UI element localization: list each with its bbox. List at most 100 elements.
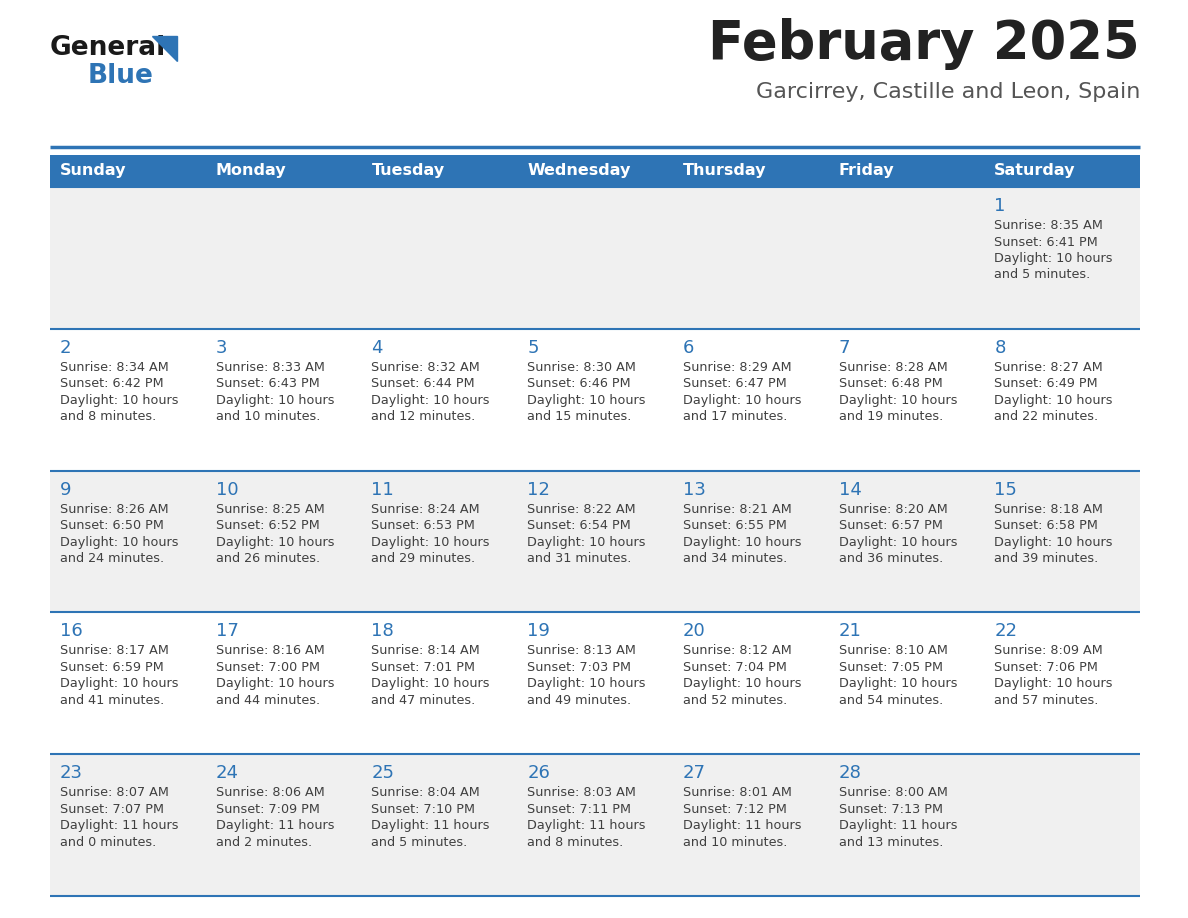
Text: and 24 minutes.: and 24 minutes.: [61, 552, 164, 565]
Text: Sunrise: 8:13 AM: Sunrise: 8:13 AM: [527, 644, 636, 657]
Text: Sunrise: 8:28 AM: Sunrise: 8:28 AM: [839, 361, 947, 374]
Text: Sunrise: 8:07 AM: Sunrise: 8:07 AM: [61, 786, 169, 800]
Text: Daylight: 11 hours: Daylight: 11 hours: [216, 819, 334, 833]
Text: Sunrise: 8:09 AM: Sunrise: 8:09 AM: [994, 644, 1102, 657]
Text: and 2 minutes.: and 2 minutes.: [216, 835, 311, 849]
Text: Sunset: 6:52 PM: Sunset: 6:52 PM: [216, 519, 320, 532]
Text: 24: 24: [216, 764, 239, 782]
Text: Daylight: 10 hours: Daylight: 10 hours: [839, 677, 958, 690]
Text: and 39 minutes.: and 39 minutes.: [994, 552, 1099, 565]
Text: Sunrise: 8:35 AM: Sunrise: 8:35 AM: [994, 219, 1104, 232]
Text: Sunrise: 8:17 AM: Sunrise: 8:17 AM: [61, 644, 169, 657]
Text: and 47 minutes.: and 47 minutes.: [372, 694, 475, 707]
Text: Monday: Monday: [216, 163, 286, 178]
Text: Daylight: 11 hours: Daylight: 11 hours: [372, 819, 489, 833]
Text: and 29 minutes.: and 29 minutes.: [372, 552, 475, 565]
Text: and 19 minutes.: and 19 minutes.: [839, 410, 943, 423]
Text: Sunrise: 8:14 AM: Sunrise: 8:14 AM: [372, 644, 480, 657]
Bar: [517, 155, 672, 187]
Text: 10: 10: [216, 481, 239, 498]
Text: Daylight: 10 hours: Daylight: 10 hours: [994, 535, 1113, 549]
Text: and 12 minutes.: and 12 minutes.: [372, 410, 475, 423]
Text: 14: 14: [839, 481, 861, 498]
Text: Thursday: Thursday: [683, 163, 766, 178]
Text: Sunset: 6:41 PM: Sunset: 6:41 PM: [994, 236, 1098, 249]
Text: Sunset: 6:53 PM: Sunset: 6:53 PM: [372, 519, 475, 532]
Text: Daylight: 11 hours: Daylight: 11 hours: [839, 819, 958, 833]
Text: Daylight: 10 hours: Daylight: 10 hours: [216, 535, 334, 549]
Text: Daylight: 10 hours: Daylight: 10 hours: [61, 677, 178, 690]
Text: Sunset: 6:58 PM: Sunset: 6:58 PM: [994, 519, 1098, 532]
Text: Daylight: 10 hours: Daylight: 10 hours: [839, 535, 958, 549]
Text: Sunrise: 8:04 AM: Sunrise: 8:04 AM: [372, 786, 480, 800]
Text: Sunrise: 8:24 AM: Sunrise: 8:24 AM: [372, 502, 480, 516]
Text: and 0 minutes.: and 0 minutes.: [61, 835, 157, 849]
Text: and 41 minutes.: and 41 minutes.: [61, 694, 164, 707]
Text: Sunset: 7:05 PM: Sunset: 7:05 PM: [839, 661, 942, 674]
Text: and 26 minutes.: and 26 minutes.: [216, 552, 320, 565]
Text: Friday: Friday: [839, 163, 895, 178]
Text: Sunset: 7:00 PM: Sunset: 7:00 PM: [216, 661, 320, 674]
Text: 23: 23: [61, 764, 83, 782]
Text: Sunrise: 8:06 AM: Sunrise: 8:06 AM: [216, 786, 324, 800]
Text: 17: 17: [216, 622, 239, 641]
Text: 8: 8: [994, 339, 1006, 357]
Text: and 44 minutes.: and 44 minutes.: [216, 694, 320, 707]
Text: 3: 3: [216, 339, 227, 357]
Text: 27: 27: [683, 764, 706, 782]
Text: Sunrise: 8:33 AM: Sunrise: 8:33 AM: [216, 361, 324, 374]
Text: Wednesday: Wednesday: [527, 163, 631, 178]
Text: Daylight: 10 hours: Daylight: 10 hours: [683, 677, 802, 690]
Text: Sunset: 6:42 PM: Sunset: 6:42 PM: [61, 377, 164, 390]
Text: and 31 minutes.: and 31 minutes.: [527, 552, 632, 565]
Text: Sunset: 7:01 PM: Sunset: 7:01 PM: [372, 661, 475, 674]
Text: Daylight: 10 hours: Daylight: 10 hours: [216, 677, 334, 690]
Text: Daylight: 10 hours: Daylight: 10 hours: [683, 394, 802, 407]
Text: and 34 minutes.: and 34 minutes.: [683, 552, 788, 565]
Text: and 5 minutes.: and 5 minutes.: [994, 268, 1091, 282]
Text: and 10 minutes.: and 10 minutes.: [683, 835, 788, 849]
Text: Daylight: 10 hours: Daylight: 10 hours: [839, 394, 958, 407]
Text: Sunrise: 8:26 AM: Sunrise: 8:26 AM: [61, 502, 169, 516]
Text: Sunset: 6:50 PM: Sunset: 6:50 PM: [61, 519, 164, 532]
Text: Sunrise: 8:34 AM: Sunrise: 8:34 AM: [61, 361, 169, 374]
Text: General: General: [50, 35, 166, 61]
Text: Sunset: 6:57 PM: Sunset: 6:57 PM: [839, 519, 942, 532]
Bar: [50, 755, 1140, 896]
Text: 20: 20: [683, 622, 706, 641]
Text: Daylight: 10 hours: Daylight: 10 hours: [527, 677, 645, 690]
Text: Daylight: 10 hours: Daylight: 10 hours: [527, 535, 645, 549]
Text: Sunset: 7:07 PM: Sunset: 7:07 PM: [61, 802, 164, 816]
Text: Daylight: 10 hours: Daylight: 10 hours: [216, 394, 334, 407]
Text: Sunset: 7:09 PM: Sunset: 7:09 PM: [216, 802, 320, 816]
Text: Daylight: 10 hours: Daylight: 10 hours: [994, 677, 1113, 690]
Text: and 22 minutes.: and 22 minutes.: [994, 410, 1099, 423]
Text: Daylight: 10 hours: Daylight: 10 hours: [372, 677, 489, 690]
Polygon shape: [152, 36, 177, 61]
Text: Sunset: 6:44 PM: Sunset: 6:44 PM: [372, 377, 475, 390]
Text: 1: 1: [994, 197, 1006, 215]
Bar: [828, 155, 985, 187]
Text: Tuesday: Tuesday: [372, 163, 444, 178]
Text: Sunset: 6:59 PM: Sunset: 6:59 PM: [61, 661, 164, 674]
Text: Sunrise: 8:21 AM: Sunrise: 8:21 AM: [683, 502, 791, 516]
Text: and 15 minutes.: and 15 minutes.: [527, 410, 632, 423]
Text: Sunrise: 8:03 AM: Sunrise: 8:03 AM: [527, 786, 636, 800]
Text: Sunrise: 8:01 AM: Sunrise: 8:01 AM: [683, 786, 791, 800]
Text: Daylight: 10 hours: Daylight: 10 hours: [994, 252, 1113, 265]
Text: Saturday: Saturday: [994, 163, 1076, 178]
Text: and 13 minutes.: and 13 minutes.: [839, 835, 943, 849]
Bar: [50, 155, 206, 187]
Text: Sunrise: 8:10 AM: Sunrise: 8:10 AM: [839, 644, 948, 657]
Text: and 8 minutes.: and 8 minutes.: [61, 410, 157, 423]
Text: Sunset: 7:10 PM: Sunset: 7:10 PM: [372, 802, 475, 816]
Text: 25: 25: [372, 764, 394, 782]
Bar: [50, 187, 1140, 329]
Text: Sunset: 6:47 PM: Sunset: 6:47 PM: [683, 377, 786, 390]
Text: and 54 minutes.: and 54 minutes.: [839, 694, 943, 707]
Text: 13: 13: [683, 481, 706, 498]
Text: Daylight: 10 hours: Daylight: 10 hours: [372, 535, 489, 549]
Text: and 36 minutes.: and 36 minutes.: [839, 552, 943, 565]
Bar: [985, 155, 1140, 187]
Text: 15: 15: [994, 481, 1017, 498]
